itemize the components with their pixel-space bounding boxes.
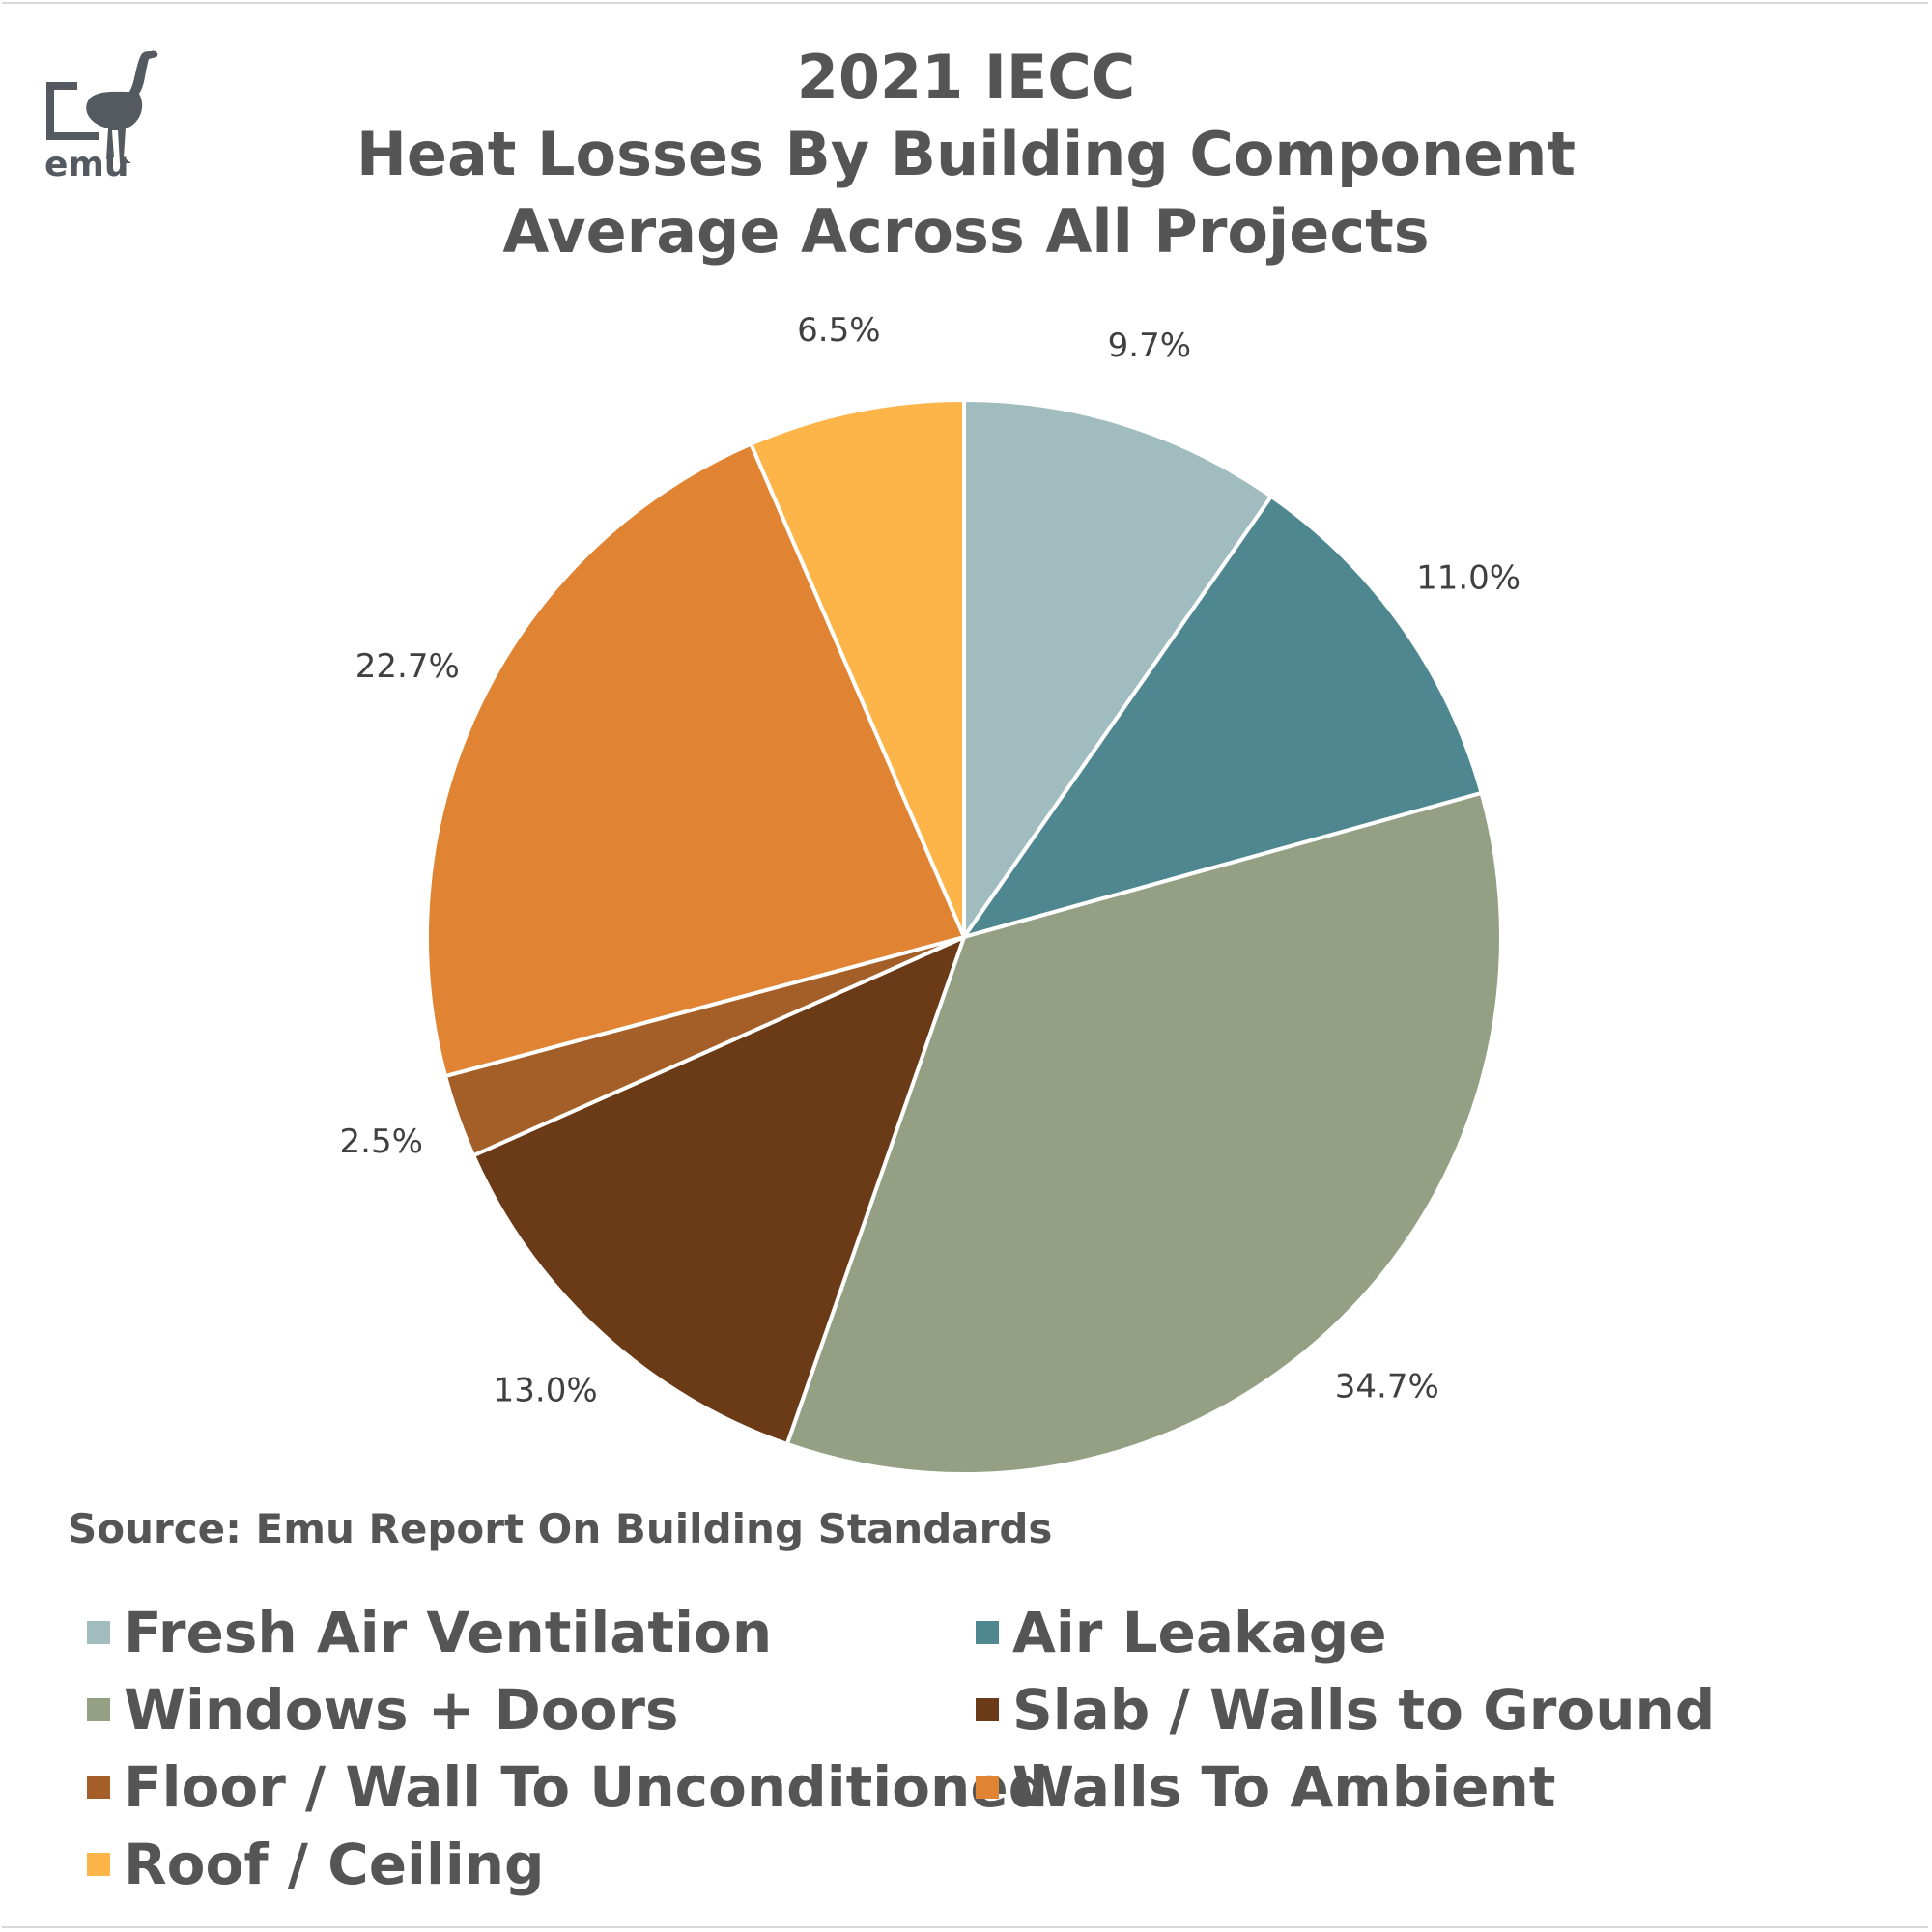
- emu-logo: [39, 43, 164, 188]
- data-label-slab-walls-to-ground: 13.0%: [494, 1371, 598, 1409]
- legend-label: Floor / Wall To Unconditioned: [124, 1754, 1049, 1820]
- legend-swatch: [87, 1776, 110, 1799]
- legend-item-fresh-air-ventilation: Fresh Air Ventilation: [87, 1594, 772, 1671]
- legend-label: Fresh Air Ventilation: [124, 1600, 773, 1665]
- data-label-air-leakage: 11.0%: [1416, 558, 1520, 597]
- emu-bird-icon: [46, 50, 158, 163]
- legend-label: Slab / Walls to Ground: [1012, 1677, 1716, 1743]
- legend-item-slab-walls-to-ground: Slab / Walls to Ground: [976, 1671, 1715, 1748]
- legend-label: Air Leakage: [1012, 1600, 1387, 1665]
- legend-swatch: [976, 1776, 999, 1799]
- legend-swatch: [87, 1853, 110, 1876]
- source-note: Source: Emu Report On Building Standards: [68, 1505, 1053, 1552]
- data-label-floor-wall-to-unconditioned: 2.5%: [340, 1122, 423, 1161]
- legend-item-floor-wall-to-unconditioned: Floor / Wall To Unconditioned: [87, 1748, 1048, 1826]
- pie-slice-fresh-air-ventilation: [962, 397, 1274, 944]
- title-line-1: 2021 IECC: [796, 42, 1136, 112]
- data-label-fresh-air-ventilation: 9.7%: [1108, 327, 1191, 365]
- logo-text: emu: [44, 145, 129, 185]
- legend-label: Walls To Ambient: [1012, 1754, 1556, 1820]
- legend-swatch: [976, 1698, 999, 1721]
- pie-slice-air-leakage: [959, 494, 1485, 941]
- title-line-2: Heat Losses By Building Component: [356, 119, 1576, 189]
- title-line-3: Average Across All Projects: [502, 196, 1430, 267]
- chart-title: 2021 IECC Heat Losses By Building Compon…: [0, 39, 1932, 270]
- legend-item-air-leakage: Air Leakage: [976, 1594, 1387, 1671]
- legend-item-walls-to-ambient: Walls To Ambient: [976, 1748, 1556, 1826]
- legend-label: Roof / Ceiling: [124, 1832, 545, 1897]
- legend-swatch: [87, 1621, 110, 1644]
- data-label-walls-to-ambient: 22.7%: [355, 647, 460, 686]
- pie-slice-roof-ceiling: [748, 397, 966, 938]
- pie-slice-walls-to-ambient: [425, 441, 967, 1079]
- data-label-roof-ceiling: 6.5%: [797, 311, 880, 350]
- legend-swatch: [976, 1621, 999, 1644]
- legend-item-roof-ceiling: Roof / Ceiling: [87, 1826, 545, 1903]
- pie-slice-windows-doors: [784, 790, 1503, 1476]
- legend-swatch: [87, 1698, 110, 1721]
- legend-item-windows-doors: Windows + Doors: [87, 1671, 679, 1748]
- legend-label: Windows + Doors: [124, 1677, 679, 1743]
- pie-slice-slab-walls-to-ground: [470, 933, 968, 1447]
- data-label-windows-doors: 34.7%: [1335, 1367, 1439, 1406]
